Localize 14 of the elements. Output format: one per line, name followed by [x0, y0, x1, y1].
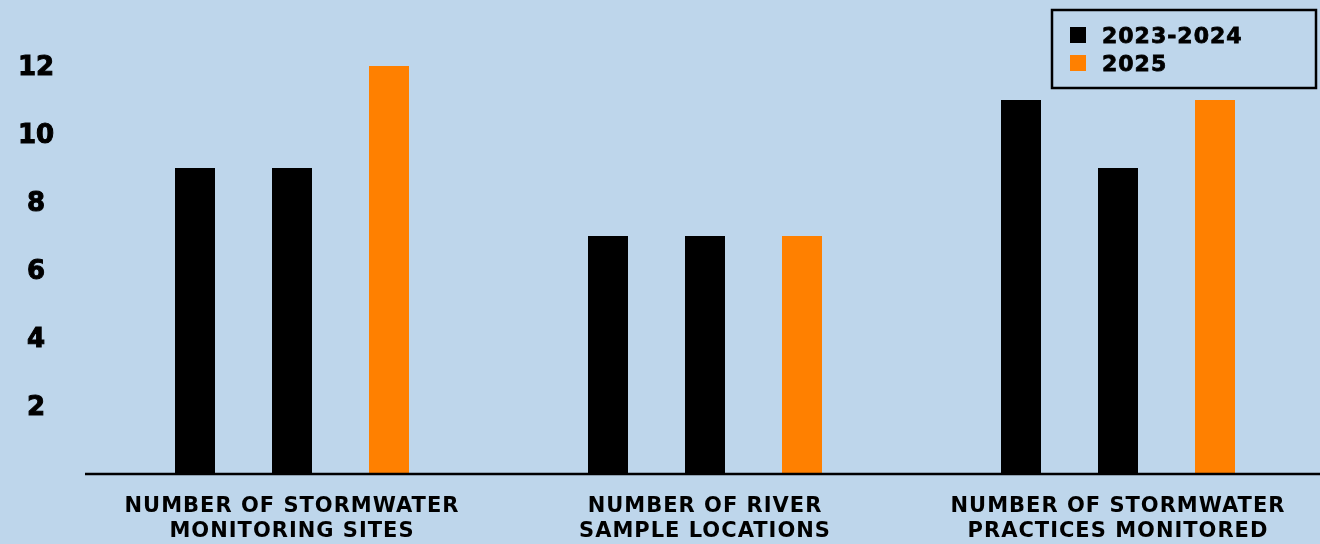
x-tick-label: NUMBER OF STORMWATER MONITORING SITES: [124, 493, 460, 542]
x-tick-label: NUMBER OF RIVER SAMPLE LOCATIONS: [579, 493, 831, 542]
y-tick-label: 12: [17, 51, 55, 82]
y-tick-label: 4: [26, 323, 46, 354]
x-tick-label: NUMBER OF STORMWATER PRACTICES MONITORED: [950, 493, 1286, 542]
y-tick-label: 6: [26, 255, 46, 286]
bar: [369, 66, 409, 474]
bar: [782, 236, 822, 474]
y-tick-label: 10: [17, 119, 55, 150]
legend-label: 2023-2024: [1102, 22, 1243, 48]
y-tick-label: 2: [26, 391, 46, 422]
bar: [1195, 100, 1235, 474]
legend-label: 2025: [1102, 50, 1168, 76]
y-tick-label: 8: [26, 187, 46, 218]
